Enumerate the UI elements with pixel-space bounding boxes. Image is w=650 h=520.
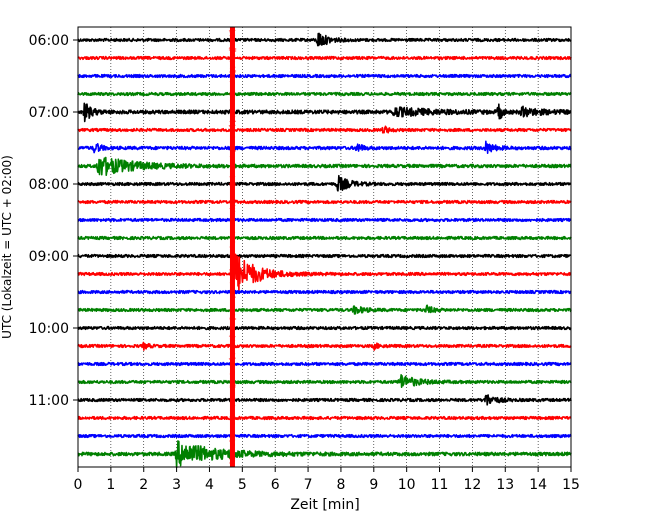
x-tick-label-12: 12 [463,477,481,493]
x-axis-ticks: 0 1 2 3 4 5 6 7 8 9 10 11 12 13 14 15 [74,467,580,493]
y-axis-label: UTC (Lokalzeit = UTC + 02:00) [0,155,14,339]
vertical-grid [110,27,539,467]
y-tick-label-12: 09:00 [29,249,69,265]
trace-row-21 [77,415,572,421]
trace-row-7 [77,156,572,177]
event-marker [228,26,237,468]
x-tick-label-8: 8 [336,477,345,493]
trace-row-18 [77,361,572,367]
plot-frame [77,26,572,468]
trace-row-6 [77,140,572,155]
trace-row-3 [77,91,572,97]
trace-row-8 [77,174,572,192]
trace-row-15 [77,304,572,315]
x-tick-label-13: 13 [496,477,514,493]
x-tick-label-3: 3 [172,477,181,493]
x-tick-label-6: 6 [271,477,280,493]
x-tick-label-2: 2 [139,477,148,493]
x-tick-label-11: 11 [431,477,449,493]
x-tick-label-5: 5 [238,477,247,493]
trace-row-13 [77,253,572,293]
x-tick-label-15: 15 [562,477,580,493]
x-tick-label-7: 7 [304,477,313,493]
y-tick-label-4: 07:00 [29,105,69,121]
trace-row-20 [77,394,572,406]
trace-row-5 [77,125,572,134]
y-axis-ticks: 06:00 07:00 08:00 09:00 10:00 11:00 [29,33,78,409]
trace-row-11 [77,235,572,241]
y-tick-label-8: 08:00 [29,177,69,193]
x-tick-label-1: 1 [106,477,115,493]
trace-row-23 [77,440,572,469]
trace-row-12 [77,253,572,259]
y-tick-label-0: 06:00 [29,33,69,49]
event-trace [228,26,237,468]
seismic-traces [77,32,572,469]
trace-row-9 [77,199,572,205]
trace-row-4 [77,102,572,123]
trace-row-16 [77,325,572,331]
x-tick-label-10: 10 [398,477,416,493]
trace-row-22 [77,433,572,439]
trace-row-17 [77,341,572,351]
trace-row-10 [77,217,572,223]
x-tick-label-9: 9 [369,477,378,493]
x-axis-label: Zeit [min] [290,497,359,513]
trace-row-2 [77,73,572,79]
trace-row-14 [77,289,572,295]
y-tick-label-16: 10:00 [29,321,69,337]
x-tick-label-14: 14 [529,477,547,493]
x-tick-label-4: 4 [205,477,214,493]
trace-row-0 [77,32,572,47]
y-tick-label-20: 11:00 [29,393,69,409]
trace-row-1 [77,55,572,61]
x-tick-label-0: 0 [74,477,83,493]
trace-row-19 [77,374,572,389]
